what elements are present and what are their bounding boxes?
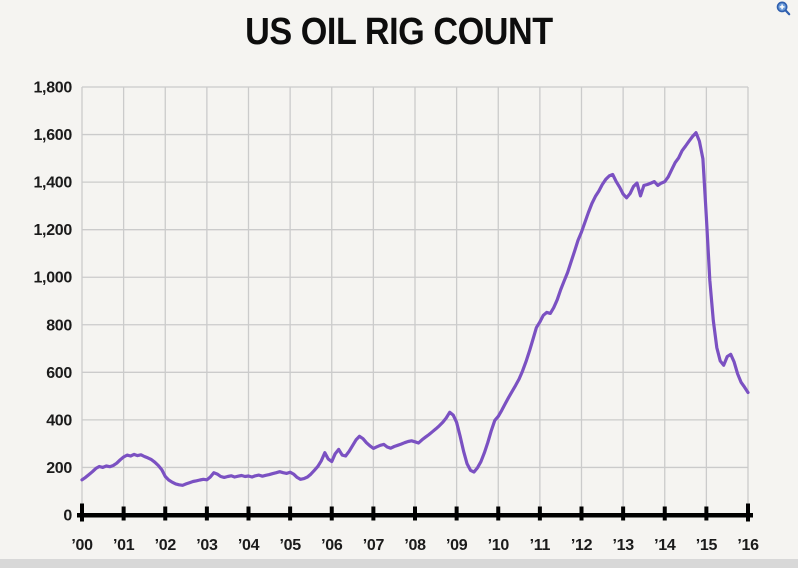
x-tick-label: ’02 [155,537,177,554]
y-tick-label: 1,200 [33,222,72,239]
x-tick-label: ’03 [196,537,218,554]
x-tick-label: ’09 [446,537,468,554]
x-axis-tick [704,506,709,521]
x-axis-tick [537,506,542,521]
x-axis-tick [413,506,417,521]
x-axis-tick [579,506,584,521]
x-tick-label: ’14 [654,537,676,554]
x-axis-tick [80,503,84,522]
x-tick-label: ’06 [321,537,343,554]
y-tick-label: 400 [46,412,72,429]
y-tick-label: 600 [46,365,72,382]
rig-count-line [80,131,750,487]
x-axis-tick [454,506,459,521]
x-axis-tick [662,506,667,521]
x-axis-tick [371,506,376,521]
bottom-bar [0,559,798,568]
y-tick-label: 0 [63,508,72,525]
y-tick-label: 1,800 [33,80,72,97]
x-axis-tick [121,506,126,521]
x-tick-label: ’15 [696,537,718,554]
chart-title: US OIL RIG COUNT [245,11,553,53]
title-row: US OIL RIG COUNT [0,12,798,52]
x-axis-tick [329,506,334,521]
x-axis-tick [163,506,168,521]
x-tick-label: ’07 [363,537,385,554]
x-tick-label: ’16 [737,537,759,554]
x-tick-label: ’12 [571,537,593,554]
x-tick-label: ’00 [71,537,93,554]
x-axis-tick [621,506,626,521]
x-axis-tick [246,506,251,521]
x-tick-label: ’01 [113,537,135,554]
y-tick-label: 800 [46,317,72,334]
x-axis-tick [204,506,209,521]
x-axis-tick [746,503,750,522]
y-tick-label: 1,400 [33,175,72,192]
x-tick-label: ’08 [404,537,426,554]
y-tick-label: 1,600 [33,127,72,144]
y-tick-label: 1,000 [33,270,72,287]
x-axis-tick [496,506,501,521]
x-tick-label: ’05 [279,537,301,554]
x-tick-label: ’10 [488,537,510,554]
x-tick-label: ’04 [238,537,260,554]
x-axis-tick [288,506,293,521]
zoom-in-icon[interactable] [776,1,791,16]
x-tick-label: ’13 [612,537,634,554]
y-tick-label: 200 [46,460,72,477]
x-tick-label: ’11 [530,537,551,554]
